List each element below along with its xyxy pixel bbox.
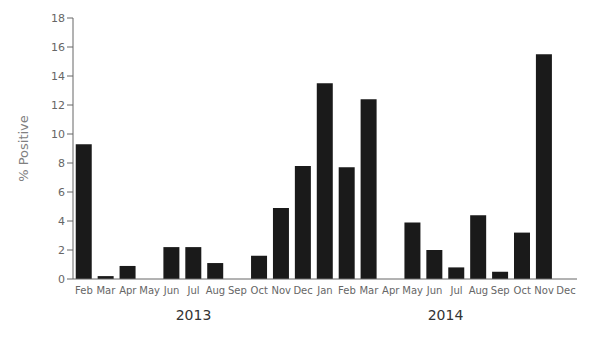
svg-text:2014: 2014 — [428, 307, 464, 323]
svg-text:Feb: Feb — [338, 285, 356, 296]
svg-text:Nov: Nov — [271, 285, 291, 296]
svg-text:8: 8 — [58, 157, 65, 170]
svg-text:Feb: Feb — [75, 285, 93, 296]
svg-text:Dec: Dec — [556, 285, 575, 296]
svg-text:Apr: Apr — [119, 285, 137, 296]
svg-text:Jan: Jan — [316, 285, 332, 296]
svg-text:Jun: Jun — [426, 285, 443, 296]
svg-text:Jul: Jul — [449, 285, 462, 296]
svg-text:2: 2 — [58, 244, 65, 257]
svg-text:May: May — [139, 285, 160, 296]
svg-text:2013: 2013 — [176, 307, 212, 323]
svg-text:Nov: Nov — [534, 285, 554, 296]
svg-text:Apr: Apr — [382, 285, 400, 296]
svg-text:16: 16 — [51, 41, 65, 54]
svg-text:Aug: Aug — [469, 285, 489, 296]
svg-text:Jul: Jul — [186, 285, 199, 296]
svg-text:Aug: Aug — [206, 285, 226, 296]
svg-text:May: May — [402, 285, 423, 296]
svg-text:14: 14 — [51, 70, 65, 83]
svg-text:4: 4 — [58, 215, 65, 228]
svg-text:Oct: Oct — [514, 285, 531, 296]
svg-text:Oct: Oct — [251, 285, 268, 296]
svg-text:10: 10 — [51, 128, 65, 141]
svg-text:Dec: Dec — [293, 285, 312, 296]
svg-text:Sep: Sep — [228, 285, 247, 296]
svg-text:18: 18 — [51, 12, 65, 25]
svg-text:Mar: Mar — [359, 285, 379, 296]
svg-text:12: 12 — [51, 99, 65, 112]
svg-text:% Positive: % Positive — [16, 115, 31, 182]
svg-text:0: 0 — [58, 273, 65, 286]
svg-text:Jun: Jun — [163, 285, 180, 296]
svg-text:Sep: Sep — [491, 285, 510, 296]
svg-text:6: 6 — [58, 186, 65, 199]
svg-text:Mar: Mar — [96, 285, 116, 296]
